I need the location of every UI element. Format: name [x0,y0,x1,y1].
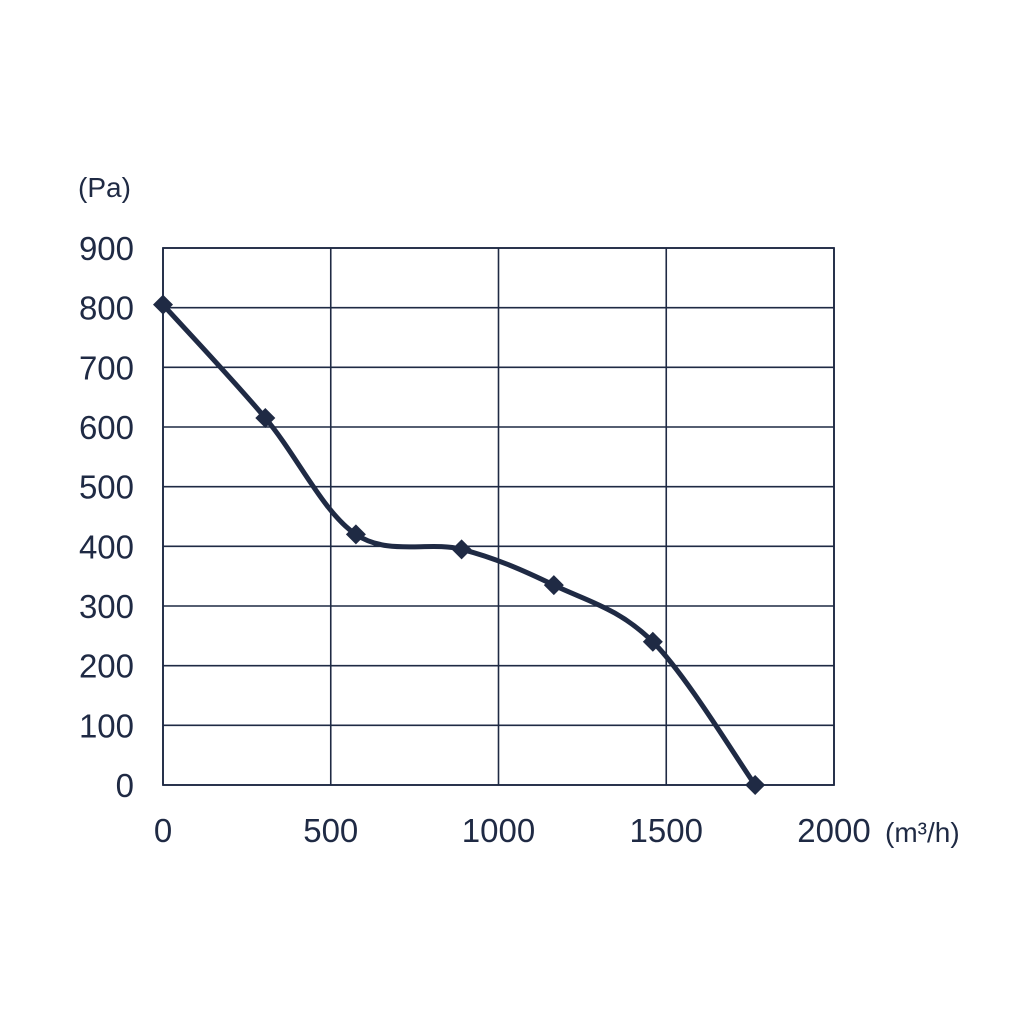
x-tick-label: 1000 [462,812,535,849]
x-tick-label: 0 [154,812,172,849]
data-point-marker [153,294,173,315]
grid [162,247,835,786]
data-markers [153,294,766,795]
y-tick-label: 500 [79,469,134,506]
x-tick-label: 2000 [797,812,870,849]
y-tick-label: 800 [79,290,134,327]
y-tick-label: 200 [79,648,134,685]
y-tick-label: 900 [79,230,134,267]
y-unit-label: (Pa) [78,172,131,203]
data-point-marker [345,524,366,545]
x-unit-label: (m³/h) [885,817,960,848]
y-tick-label: 100 [79,707,134,744]
y-tick-label: 0 [116,767,134,804]
y-axis-ticks: 0 100 200 300 400 500 600 700 800 900 [79,230,134,804]
y-tick-label: 300 [79,588,134,625]
data-point-marker [255,408,276,429]
x-axis-ticks: 0 500 1000 1500 2000 [154,812,871,849]
x-tick-label: 500 [303,812,358,849]
plot-frame [162,247,835,786]
data-point-marker [543,575,564,596]
y-tick-label: 400 [79,528,134,565]
data-point-marker [642,631,663,652]
y-tick-label: 700 [79,349,134,386]
y-tick-label: 600 [79,409,134,446]
data-point-marker [745,775,766,795]
data-point-marker [451,539,472,560]
x-tick-label: 1500 [630,812,703,849]
